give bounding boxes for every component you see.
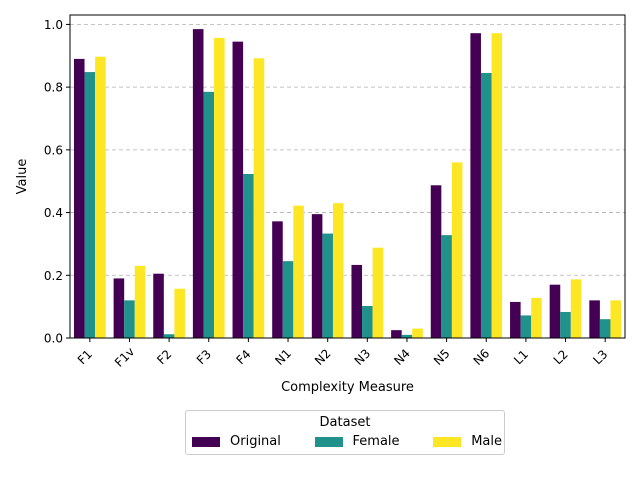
legend-item-female: Female bbox=[314, 434, 400, 449]
legend-item-original: Original bbox=[192, 434, 281, 449]
bar-female-f1 bbox=[84, 72, 96, 338]
x-tick-label: F1v bbox=[112, 345, 137, 370]
bar-female-n2 bbox=[322, 233, 333, 338]
x-tick-label: N3 bbox=[352, 346, 374, 368]
bar-female-l2 bbox=[560, 311, 571, 338]
bar-male-f4 bbox=[253, 58, 265, 338]
legend-label-male: Male bbox=[471, 434, 502, 449]
legend-label-original: Original bbox=[230, 434, 281, 449]
bar-male-f1 bbox=[95, 56, 106, 339]
y-tick-label: 0.4 bbox=[44, 206, 63, 220]
bar-female-f2 bbox=[163, 334, 175, 338]
bar-original-n1 bbox=[272, 221, 283, 338]
bar-original-f1 bbox=[73, 58, 85, 338]
x-tick-label: F4 bbox=[233, 347, 253, 367]
bars bbox=[73, 29, 622, 339]
x-axis-label: Complexity Measure bbox=[281, 380, 414, 395]
bar-original-l2 bbox=[549, 284, 561, 338]
x-tick-label: N1 bbox=[272, 346, 294, 368]
bar-original-n3 bbox=[351, 264, 363, 338]
bar-male-l3 bbox=[610, 300, 622, 338]
bar-female-n1 bbox=[282, 261, 294, 338]
bar-male-l2 bbox=[570, 279, 582, 338]
bar-female-n3 bbox=[362, 306, 373, 338]
legend-items: Original Female Male bbox=[192, 434, 502, 449]
legend-item-male: Male bbox=[433, 434, 502, 449]
bar-male-f3 bbox=[214, 37, 225, 338]
bar-male-n6 bbox=[491, 33, 503, 338]
bar-male-n2 bbox=[332, 203, 344, 338]
bar-male-n5 bbox=[451, 162, 463, 338]
bar-male-n4 bbox=[412, 328, 423, 338]
x-axis: F1 F1v F2 F3 F4 N1 N2 N3 N4 N5 N6 L1 L2 L3 bbox=[75, 338, 610, 370]
bar-original-l3 bbox=[589, 300, 600, 338]
y-tick-label: 0.2 bbox=[44, 269, 63, 283]
y-tick-label: 0.6 bbox=[44, 143, 63, 157]
legend-label-female: Female bbox=[352, 434, 400, 449]
bar-female-l1 bbox=[520, 315, 532, 338]
x-tick-label: L2 bbox=[551, 347, 571, 367]
y-tick-label: 1.0 bbox=[44, 18, 63, 32]
legend-swatch-female bbox=[314, 436, 343, 447]
y-axis-label: Value bbox=[15, 159, 30, 195]
bar-male-n3 bbox=[372, 247, 384, 338]
legend-swatch-original bbox=[192, 436, 220, 447]
x-tick-label: L3 bbox=[590, 347, 610, 367]
bar-female-f1v bbox=[124, 300, 135, 338]
y-axis: 0.0 0.2 0.4 0.6 0.8 1.0 bbox=[44, 18, 70, 346]
bar-original-f1v bbox=[113, 278, 125, 338]
x-tick-label: F2 bbox=[154, 347, 174, 367]
bar-male-n1 bbox=[293, 205, 304, 338]
plot-frame bbox=[69, 14, 626, 339]
bar-original-f4 bbox=[232, 41, 244, 339]
bar-original-f3 bbox=[192, 29, 204, 338]
bar-original-n2 bbox=[311, 214, 323, 338]
x-tick-label: F3 bbox=[194, 347, 214, 367]
x-tick-label: L1 bbox=[511, 347, 531, 367]
bar-female-n5 bbox=[441, 235, 452, 338]
legend-title: Dataset bbox=[319, 415, 371, 430]
x-tick-label: N5 bbox=[431, 346, 453, 368]
x-tick-label: N6 bbox=[471, 346, 493, 368]
bar-female-f4 bbox=[243, 173, 254, 338]
bar-female-n6 bbox=[480, 73, 492, 339]
bar-original-n6 bbox=[470, 33, 481, 338]
bar-original-f2 bbox=[153, 273, 164, 338]
x-tick-label: N4 bbox=[391, 346, 413, 368]
bar-original-n5 bbox=[430, 185, 442, 338]
bar-female-l3 bbox=[599, 319, 611, 338]
bar-male-f2 bbox=[174, 288, 185, 338]
bar-female-f3 bbox=[203, 91, 215, 338]
legend-swatch-male bbox=[433, 436, 462, 447]
bar-male-l1 bbox=[531, 297, 542, 338]
bar-female-n4 bbox=[401, 334, 413, 338]
bar-original-l1 bbox=[510, 301, 521, 338]
bar-male-f1v bbox=[134, 265, 146, 338]
y-tick-label: 0.8 bbox=[44, 81, 63, 95]
bar-original-n4 bbox=[391, 330, 402, 338]
x-tick-label: N2 bbox=[312, 346, 334, 368]
legend: Dataset Original Female Male bbox=[185, 410, 505, 455]
y-tick-label: 0.0 bbox=[44, 332, 63, 346]
x-tick-label: F1 bbox=[75, 347, 95, 367]
